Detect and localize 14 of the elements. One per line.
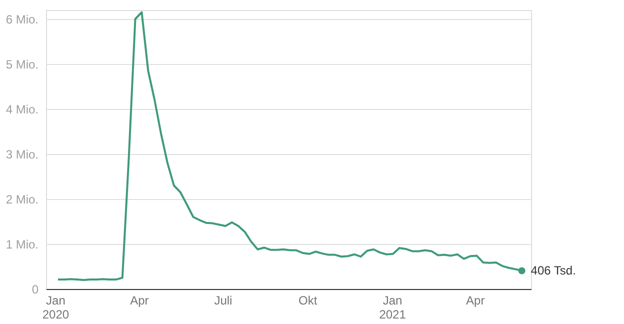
- x-tick-label: Juli: [214, 294, 232, 308]
- x-tick-label: Apr: [466, 294, 485, 308]
- y-tick-label: 1 Mio.: [6, 238, 38, 252]
- x-tick-label: Okt: [298, 294, 318, 308]
- y-tick-label: 4 Mio.: [6, 102, 38, 116]
- x-tick-label: Apr: [130, 294, 149, 308]
- y-tick-label: 6 Mio.: [6, 12, 38, 26]
- x-tick-label: Jan 2020: [42, 294, 70, 322]
- annotation: 406 Tsd.: [530, 264, 576, 278]
- y-tick-label: 2 Mio.: [6, 192, 38, 206]
- y-tick-label: 3 Mio.: [6, 148, 38, 162]
- x-tick-label: Jan 2021: [379, 294, 406, 322]
- y-tick-label: 5 Mio.: [6, 58, 38, 72]
- y-tick-label: 0: [32, 282, 39, 296]
